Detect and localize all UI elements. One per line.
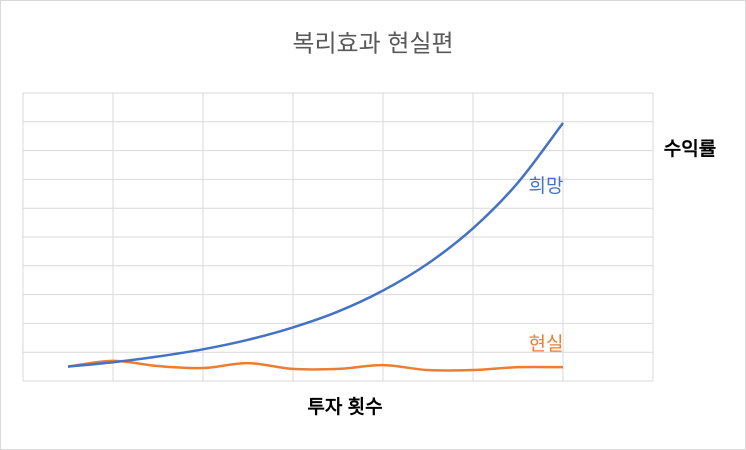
line-series bbox=[67, 122, 564, 368]
series-label: 희망 bbox=[529, 175, 564, 197]
y-axis-title: 수익률 bbox=[664, 138, 716, 160]
series-label: 현실 bbox=[529, 333, 564, 355]
line-series bbox=[67, 359, 564, 372]
x-axis-title: 투자 횟수 bbox=[307, 396, 382, 418]
chart-title: 복리효과 현실편 bbox=[292, 30, 453, 57]
